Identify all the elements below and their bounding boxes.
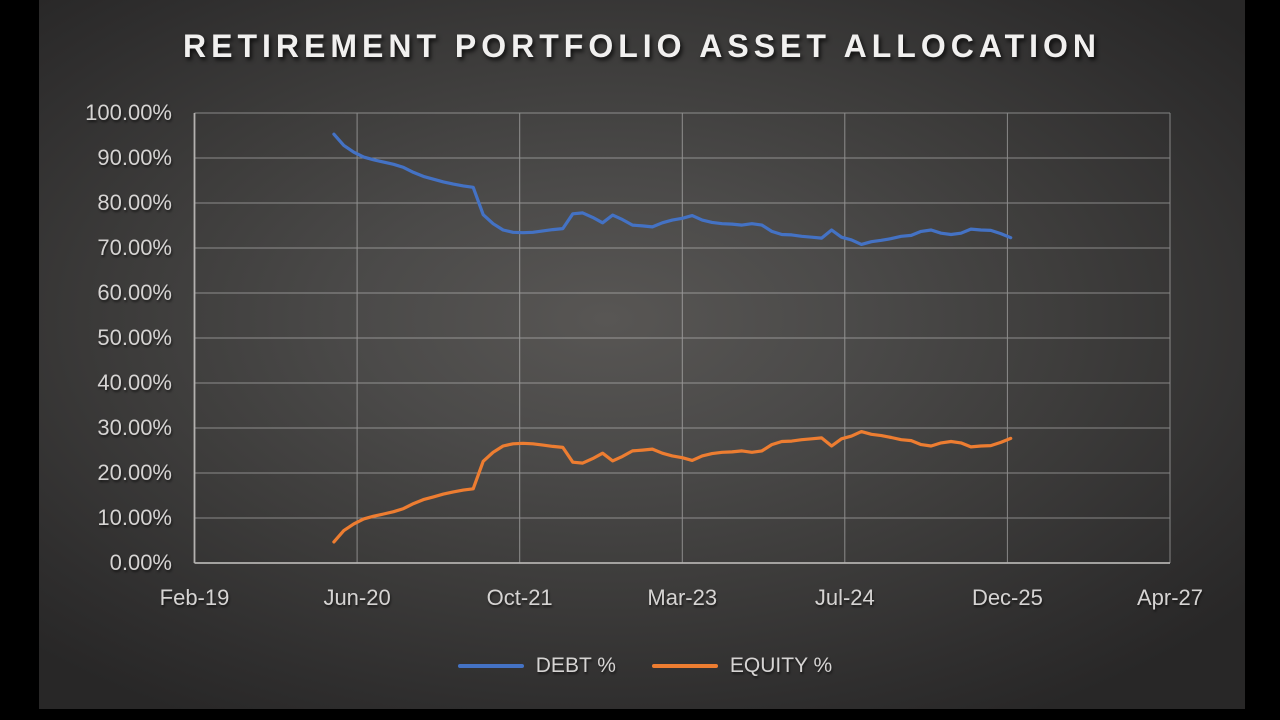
debt-legend-line: [457, 664, 524, 668]
x-axis-tick-label: Dec-25: [971, 585, 1043, 610]
equity-legend-label: EQUITY %: [729, 654, 833, 677]
x-axis-tick-label: Oct-21: [486, 585, 553, 610]
y-axis-tick-label: 80.00%: [97, 190, 172, 215]
x-axis-tick-label: Jul-24: [814, 585, 875, 610]
chart-title: RETIREMENT PORTFOLIO ASSET ALLOCATION: [182, 28, 1101, 64]
y-axis-tick-label: 60.00%: [97, 280, 172, 305]
y-axis-tick-label: 70.00%: [97, 235, 172, 260]
y-axis-tick-label: 40.00%: [97, 370, 172, 395]
y-axis-tick-label: 20.00%: [97, 460, 172, 485]
legend-item-debt: DEBT %: [457, 654, 616, 678]
y-axis-tick-label: 0.00%: [109, 550, 172, 575]
y-axis-tick-label: 10.00%: [97, 505, 172, 530]
x-axis-tick-label: Feb-19: [159, 585, 230, 610]
y-axis-tick-label: 50.00%: [97, 325, 172, 350]
equity-legend-line: [651, 664, 718, 668]
y-axis-tick-label: 30.00%: [97, 415, 172, 440]
x-axis-tick-label: Mar-23: [647, 585, 718, 610]
legend-item-equity: EQUITY %: [651, 654, 833, 678]
x-axis-tick-label: Jun-20: [323, 585, 391, 610]
x-axis-tick-label: Apr-27: [1136, 585, 1204, 610]
y-axis-tick-label: 100.00%: [85, 100, 172, 125]
y-axis-tick-label: 90.00%: [97, 145, 172, 170]
legend: DEBT % EQUITY %: [0, 654, 1280, 678]
debt-legend-label: DEBT %: [535, 654, 616, 677]
